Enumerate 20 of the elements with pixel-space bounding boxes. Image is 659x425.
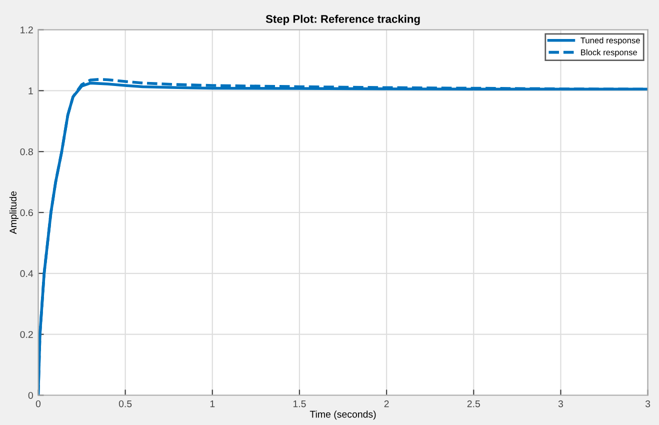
x-axis-title: Time (seconds) [310, 410, 376, 420]
x-tick-label: 1.5 [293, 400, 306, 408]
x-tick-label: 2 [384, 400, 389, 408]
chart-title: Step Plot: Reference tracking [266, 14, 420, 26]
x-tick-label: 0.5 [118, 400, 132, 408]
y-tick-label: 0 [28, 392, 33, 399]
y-tick-label: 0.2 [20, 331, 33, 338]
y-tick-label: 0.4 [20, 270, 34, 278]
y-axis-title: Amplitude [9, 191, 18, 234]
y-tick-label: 1 [28, 88, 33, 94]
x-tick-label: 3 [645, 400, 650, 408]
x-tick-label: 3 [558, 400, 563, 408]
x-tick-label: 2.5 [467, 400, 480, 408]
legend-label: Block response [581, 49, 637, 57]
y-tick-label: 0.6 [20, 209, 33, 216]
y-tick-label: 0.8 [20, 148, 33, 156]
x-tick-label: 0 [36, 400, 41, 408]
y-tick-label: 1.2 [20, 26, 33, 34]
legend-label: Tuned response [580, 37, 640, 46]
x-tick-label: 1 [210, 400, 215, 408]
